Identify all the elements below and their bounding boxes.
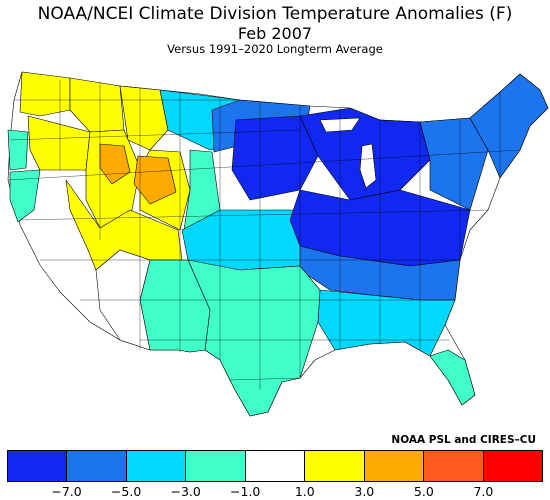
legend-tick-label: −3.0 — [170, 484, 201, 499]
map-caption: Versus 1991–2020 Longterm Average — [167, 42, 383, 56]
region-florida — [429, 349, 476, 406]
region-washington-west — [19, 71, 71, 117]
legend-tick-label: 7.0 — [473, 484, 494, 499]
legend-swatch-6 — [364, 451, 425, 481]
map-title: NOAA/NCEI Climate Division Temperature A… — [37, 4, 513, 24]
division-borders — [7, 80, 521, 390]
region-oregon-coast — [7, 129, 29, 171]
legend-swatch-8 — [483, 451, 542, 481]
legend-tick-label: −5.0 — [110, 484, 142, 499]
legend-swatch-5 — [305, 451, 365, 481]
region-new-england — [469, 73, 549, 179]
legend-tick-label: 5.0 — [413, 484, 434, 499]
map-subtitle: Feb 2007 — [237, 24, 313, 43]
region-montana-west — [119, 85, 169, 151]
legend-tick-label: 1.0 — [294, 484, 315, 499]
legend-swatch-4 — [245, 451, 306, 481]
credit-label: NOAA PSL and CIRES–CU — [391, 434, 536, 446]
lake-michigan — [359, 143, 377, 189]
legend-tick-labels: −7.0 −5.0 −3.0 −1.0 1.0 3.0 5.0 7.0 — [7, 484, 543, 500]
region-california-north — [9, 169, 41, 223]
legend-color-bar — [7, 450, 543, 482]
legend-tick-label: −7.0 — [51, 484, 82, 499]
legend-swatch-7 — [424, 451, 484, 481]
legend-swatch-3 — [186, 451, 246, 481]
legend-swatch-1 — [67, 451, 127, 481]
legend-tick-label: −1.0 — [230, 484, 261, 499]
legend-swatch-2 — [126, 451, 187, 481]
region-oregon-east — [27, 115, 91, 171]
region-wyoming — [133, 155, 177, 205]
us-climate-division-map — [7, 71, 549, 417]
legend-swatch-0 — [8, 451, 68, 481]
region-texas — [187, 259, 321, 417]
legend-tick-label: 3.0 — [354, 484, 375, 499]
